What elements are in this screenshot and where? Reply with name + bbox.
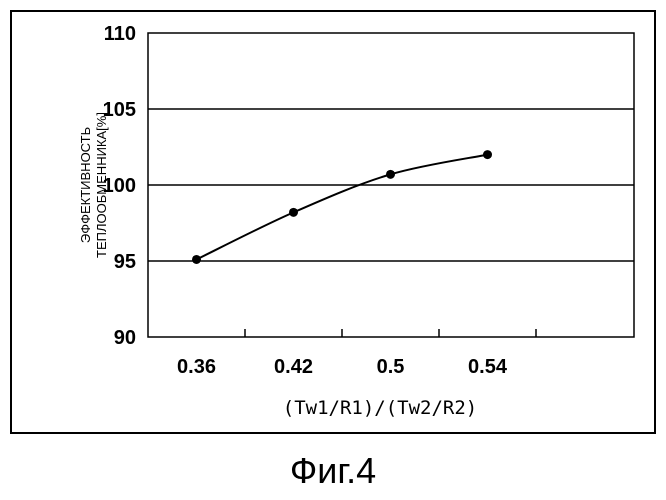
data-point: [192, 255, 201, 264]
data-point: [483, 150, 492, 159]
data-points: [192, 150, 492, 264]
y-axis-title-line-2: ТЕПЛООБМЕННИКА[%]: [94, 112, 109, 258]
x-tick-labels: 0.36 0.42 0.5 0.54: [177, 356, 508, 378]
x-tick-label: 0.5: [377, 356, 405, 378]
series-line: [197, 155, 488, 260]
grid-lines: [148, 109, 634, 261]
x-ticks: [245, 329, 536, 337]
y-tick-label: 90: [114, 327, 136, 349]
x-tick-label: 0.42: [274, 356, 313, 378]
y-tick-label: 95: [114, 251, 136, 273]
y-axis-title-line-1: ЭФФЕКТИВНОСТЬ: [78, 127, 93, 243]
x-axis-title: (Tw1/R1)/(Tw2/R2): [283, 397, 477, 419]
figure-caption: Фиг.4: [0, 450, 666, 492]
x-tick-label: 0.54: [468, 356, 508, 378]
data-point: [289, 208, 298, 217]
data-point: [386, 170, 395, 179]
y-tick-label: 110: [104, 23, 136, 45]
x-tick-label: 0.36: [177, 356, 216, 378]
chart: 9095100105110 0.360.420.50.54 (Tw1/R1)/(…: [0, 0, 666, 440]
